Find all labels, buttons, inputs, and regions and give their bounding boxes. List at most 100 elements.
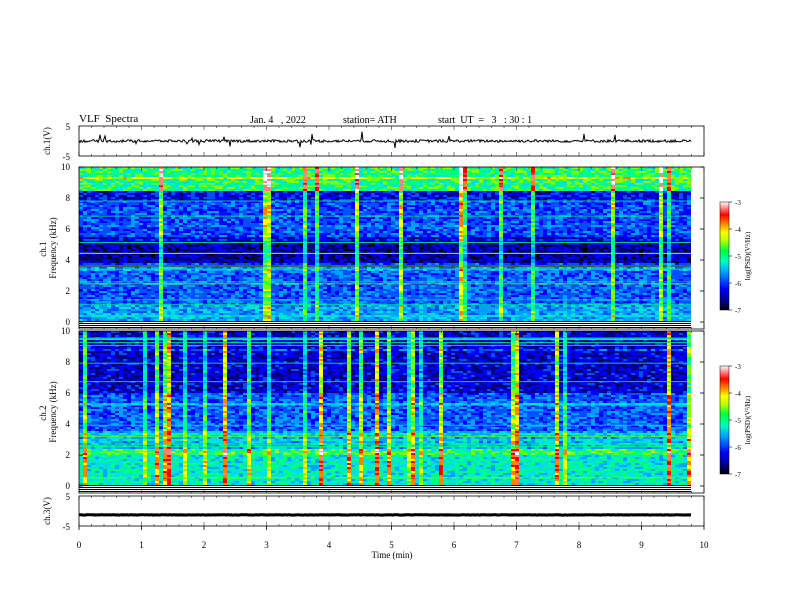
spectrogram-cell — [335, 225, 339, 227]
spectrogram-cell — [323, 177, 327, 179]
spectrogram-cell — [535, 203, 539, 205]
spectrogram-cell — [351, 187, 355, 189]
spectrogram-cell — [667, 205, 671, 207]
spectrogram-cell — [631, 211, 635, 213]
spectrogram-cell — [451, 171, 455, 173]
spectrogram-cell — [359, 207, 363, 209]
spectrogram-cell — [419, 181, 423, 183]
spectrogram-cell — [179, 221, 183, 223]
spectrogram-cell — [151, 207, 155, 209]
spectrogram-cell — [267, 205, 271, 207]
spectrogram-cell — [639, 179, 643, 181]
spectrogram-cell — [335, 189, 339, 191]
spectrogram-cell — [659, 221, 663, 223]
spectrogram-cell — [291, 189, 295, 191]
spectrogram-cell — [511, 177, 515, 179]
spectrogram-cell — [91, 189, 95, 191]
spectrogram-cell — [455, 219, 459, 221]
spectrogram-cell — [435, 195, 439, 197]
spectrogram-cell — [683, 225, 687, 227]
spectrogram-cell — [579, 207, 583, 209]
spectrogram-cell — [191, 219, 195, 221]
spectrogram-cell — [551, 193, 555, 195]
spectrogram-cell — [255, 175, 259, 177]
spectrogram-cell — [495, 177, 499, 179]
spectrogram-cell — [219, 203, 223, 205]
spectrogram-cell — [171, 197, 175, 199]
spectrogram-cell — [351, 177, 355, 179]
spectrogram-cell — [659, 189, 663, 191]
spectrogram-cell — [251, 181, 255, 183]
spectrogram-cell — [403, 207, 407, 209]
spectrogram-cell — [563, 221, 567, 223]
spectrogram-cell — [207, 171, 211, 173]
spectrogram-cell — [671, 205, 675, 207]
spectrogram-cell — [531, 191, 535, 193]
spectrogram-cell — [407, 187, 411, 189]
spectrogram-cell — [235, 177, 239, 179]
spectrogram-cell — [679, 193, 683, 195]
spectrogram-cell — [287, 229, 291, 231]
spectrogram-cell — [407, 177, 411, 179]
spectrogram-cell — [343, 217, 347, 219]
spectrogram-cell — [351, 181, 355, 183]
spectrogram-cell — [91, 213, 95, 215]
spectrogram-cell — [219, 175, 223, 177]
spectrogram-cell — [347, 211, 351, 213]
spectrogram-cell — [371, 169, 375, 171]
spectrogram-cell — [363, 223, 367, 225]
spectrogram-cell — [255, 211, 259, 213]
spectrogram-cell — [599, 169, 603, 171]
spectrogram-cell — [115, 177, 119, 179]
spectrogram-cell — [103, 217, 107, 219]
spectrogram-cell — [619, 193, 623, 195]
spectrogram-cell — [379, 203, 383, 205]
spectrogram-cell — [355, 207, 359, 209]
spectrogram-cell — [139, 207, 143, 209]
spectrogram-cell — [167, 213, 171, 215]
spectrogram-cell — [347, 219, 351, 221]
spectrogram-cell — [239, 217, 243, 219]
spectrogram-cell — [127, 205, 131, 207]
spectrogram-cell — [663, 227, 667, 229]
spectrogram-cell — [83, 191, 87, 193]
spectrogram-cell — [535, 181, 539, 183]
spectrogram-cell — [155, 217, 159, 219]
spectrogram-cell — [139, 211, 143, 213]
spectrogram-cell — [203, 171, 207, 173]
spectrogram-cell — [599, 207, 603, 209]
spectrogram-cell — [307, 209, 311, 211]
spectrogram-cell — [283, 187, 287, 189]
spectrogram-cell — [403, 225, 407, 227]
spectrogram-cell — [307, 203, 311, 205]
spectrogram-cell — [335, 169, 339, 171]
spectrogram-cell — [555, 217, 559, 219]
spectrogram-cell — [207, 177, 211, 179]
spectrogram-cell — [271, 211, 275, 213]
spectrogram-cell — [227, 187, 231, 189]
spectrogram-cell — [335, 223, 339, 225]
spectrogram-cell — [139, 191, 143, 193]
spectrogram-cell — [375, 219, 379, 221]
spectrogram-cell — [387, 187, 391, 189]
spectrogram-cell — [447, 227, 451, 229]
spectrogram-cell — [635, 227, 639, 229]
spectrogram-cell — [91, 223, 95, 225]
spectrogram-cell — [403, 191, 407, 193]
spectrogram-cell — [687, 203, 691, 205]
spectrogram-cell — [279, 211, 283, 213]
spectrogram-cell — [503, 179, 507, 181]
spectrogram-cell — [351, 205, 355, 207]
spectrogram-cell — [195, 187, 199, 189]
spectrogram-cell — [291, 193, 295, 195]
spectrogram-cell — [263, 223, 267, 225]
spectrogram-cell — [187, 177, 191, 179]
spectrogram-cell — [679, 169, 683, 171]
spectrogram-cell — [199, 179, 203, 181]
spectrogram-cell — [303, 225, 307, 227]
spectrogram-cell — [131, 205, 135, 207]
spectrogram-cell — [479, 211, 483, 213]
spectrogram-cell — [227, 211, 231, 213]
spectrogram-cell — [379, 221, 383, 223]
spectrogram-cell — [395, 177, 399, 179]
